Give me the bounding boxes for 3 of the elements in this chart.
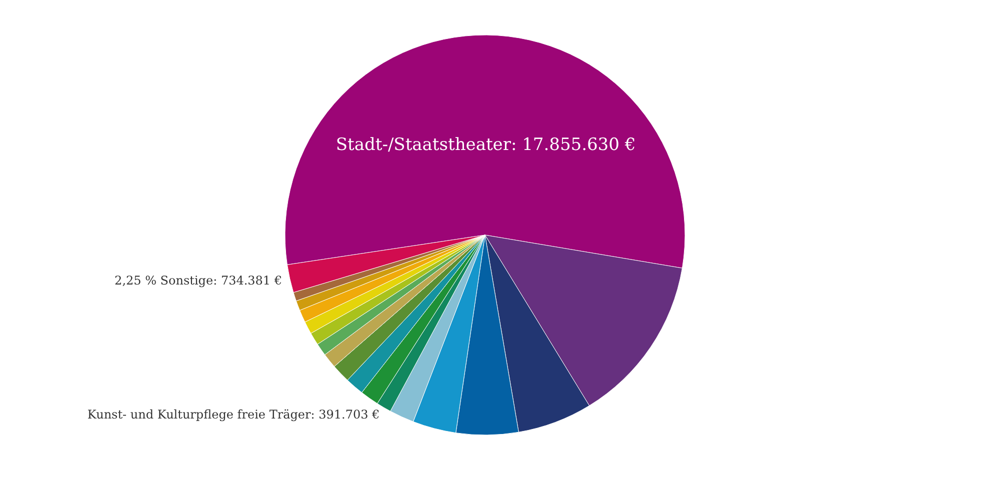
data-label: Stadt-/Staatstheater: 17.855.630 € [336,135,636,156]
data-label: Kunst- und Kulturpflege freie Träger: 391.703 € [87,407,380,422]
data-label: 2,25 % Sonstige: 734.381 € [114,273,282,288]
